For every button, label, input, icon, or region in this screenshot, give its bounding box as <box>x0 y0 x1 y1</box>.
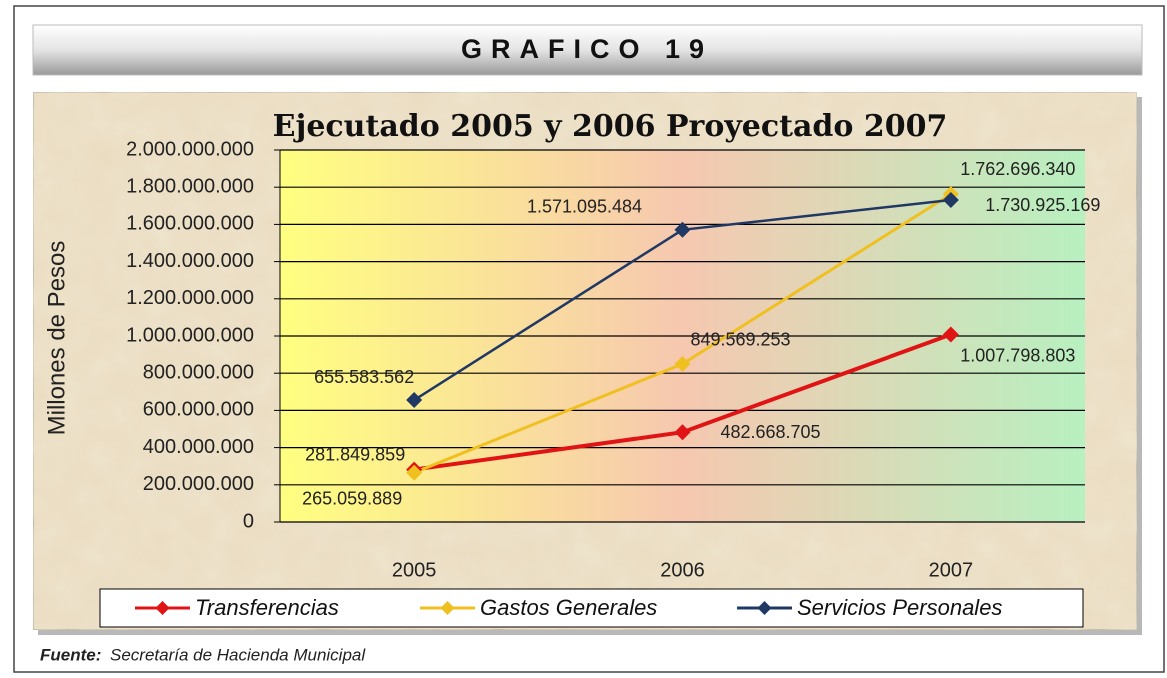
y-tick-label: 1.800.000.000 <box>126 175 254 197</box>
data-label: 1.762.696.340 <box>960 159 1075 179</box>
source-text: Secretaría de Hacienda Municipal <box>110 645 366 664</box>
source-label: Fuente: <box>40 645 101 664</box>
y-tick-label: 0 <box>243 510 254 532</box>
point-marker <box>406 464 423 481</box>
data-label: 265.059.889 <box>302 488 402 508</box>
legend-marker <box>440 601 455 615</box>
y-axis-label: Millones de Pesos <box>43 241 70 436</box>
data-label: 1.007.798.803 <box>960 345 1075 365</box>
x-tick-label: 2007 <box>929 559 974 581</box>
point-marker <box>942 326 959 343</box>
x-tick-label: 2005 <box>392 559 437 581</box>
point-marker <box>942 192 959 209</box>
data-label: 1.571.095.484 <box>527 197 642 217</box>
header-title: GRAFICO 19 <box>461 34 713 64</box>
data-label: 655.583.562 <box>314 367 414 387</box>
chart-title: Ejecutado 2005 y 2006 Proyectado 2007 <box>273 109 948 144</box>
legend-label: Gastos Generales <box>480 595 657 620</box>
y-tick-label: 1.600.000.000 <box>126 213 254 235</box>
legend-marker <box>155 601 170 615</box>
point-marker <box>674 355 691 372</box>
frame <box>13 5 1165 673</box>
y-tick-label: 1.400.000.000 <box>126 250 254 272</box>
data-label: 482.668.705 <box>720 422 820 442</box>
legend-label: Servicios Personales <box>797 595 1002 620</box>
y-tick-label: 1.200.000.000 <box>126 287 254 309</box>
data-label: 1.730.925.169 <box>985 195 1100 215</box>
point-marker <box>674 424 691 441</box>
x-tick-label: 2006 <box>660 559 705 581</box>
y-tick-label: 1.000.000.000 <box>126 324 254 346</box>
legend-marker <box>757 601 772 615</box>
data-label: 281.849.859 <box>305 444 405 464</box>
header-bar <box>32 24 1143 76</box>
legend-label: Transferencias <box>195 595 339 620</box>
y-tick-label: 400.000.000 <box>143 436 254 458</box>
point-marker <box>406 392 423 409</box>
data-label: 849.569.253 <box>690 330 790 350</box>
y-tick-label: 200.000.000 <box>143 473 254 495</box>
y-tick-label: 2.000.000.000 <box>126 138 254 160</box>
legend <box>99 588 1084 628</box>
y-tick-label: 800.000.000 <box>143 361 254 383</box>
point-marker <box>674 221 691 238</box>
y-tick-label: 600.000.000 <box>143 399 254 421</box>
